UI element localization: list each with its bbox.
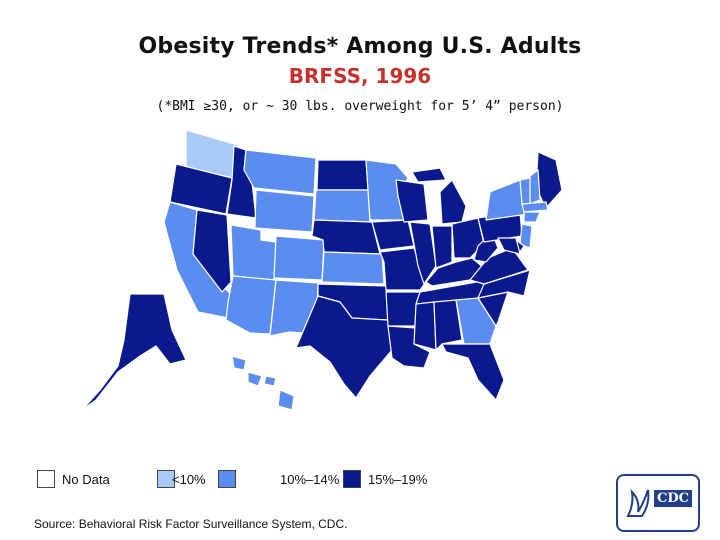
legend-label-10to14: 10%–14% <box>280 472 340 487</box>
state-nh <box>529 169 541 205</box>
state-mo <box>379 247 427 291</box>
state-mi <box>411 167 467 225</box>
state-vt <box>519 177 531 205</box>
state-or <box>169 163 233 215</box>
state-fl <box>441 343 505 401</box>
state-ia <box>371 219 415 251</box>
state-ks <box>321 251 385 285</box>
state-co <box>273 235 325 281</box>
legend-swatch-15to19 <box>343 470 361 488</box>
state-ct <box>523 211 541 223</box>
hhs-eagle-icon <box>626 489 650 517</box>
state-il <box>409 221 437 285</box>
source-citation: Source: Behavioral Risk Factor Surveilla… <box>34 517 348 531</box>
state-sd <box>313 189 371 223</box>
bmi-note: (*BMI ≥30, or ~ 30 lbs. overweight for 5… <box>156 99 564 114</box>
page-subtitle: BRFSS, 1996 <box>288 64 432 88</box>
state-ga <box>455 297 497 345</box>
state-az <box>225 275 277 335</box>
state-ky <box>425 257 485 287</box>
cdc-logo: CDC <box>616 474 700 532</box>
state-md <box>497 237 521 255</box>
state-hi <box>231 355 295 411</box>
state-nv <box>192 209 232 293</box>
state-ma <box>521 201 549 213</box>
legend-label-lt10: <10% <box>172 472 206 487</box>
state-ak <box>81 293 187 411</box>
us-map <box>81 129 563 411</box>
state-wy <box>254 189 315 233</box>
state-al <box>433 299 463 351</box>
legend-swatch-no-data <box>37 470 55 488</box>
cdc-logo-text: CDC <box>654 490 692 507</box>
legend-swatch-lt10 <box>157 470 175 488</box>
state-ms <box>413 301 437 351</box>
state-in <box>431 225 453 269</box>
state-tx <box>295 295 393 399</box>
legend-swatch-10to14 <box>218 470 236 488</box>
state-nd <box>316 159 369 191</box>
state-nj <box>519 223 533 249</box>
legend-label-15to19: 15%–19% <box>368 472 428 487</box>
state-wi <box>395 179 429 223</box>
state-ut <box>230 224 277 281</box>
state-mt <box>243 149 317 195</box>
page-title: Obesity Trends* Among U.S. Adults <box>138 34 582 59</box>
legend-label-no-data: No Data <box>62 472 110 487</box>
